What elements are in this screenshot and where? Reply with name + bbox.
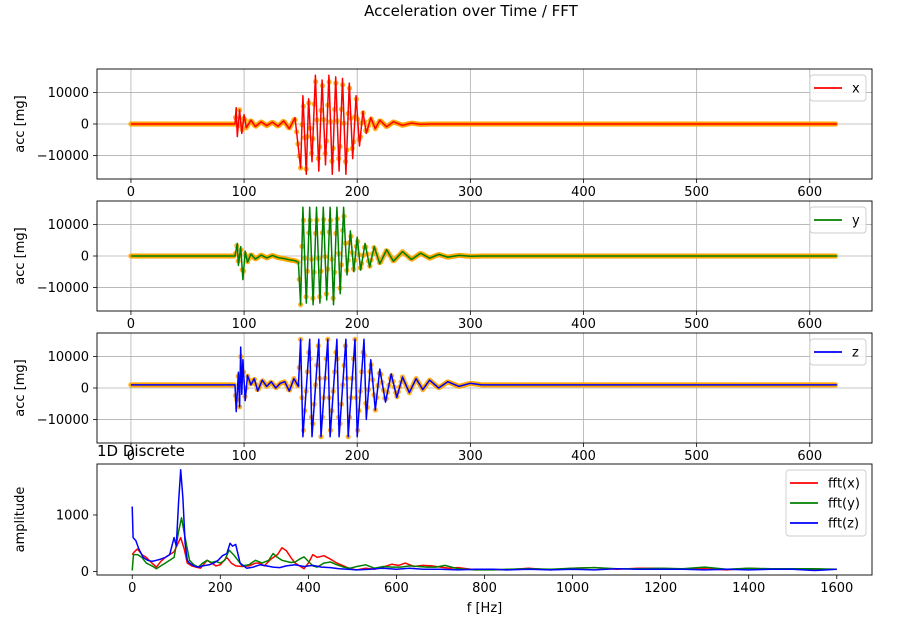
x-tick-label: 600 [797,317,822,332]
legend-label: fft(z) [828,517,859,532]
x-tick-label: 400 [571,317,596,332]
x-tick-label: 100 [232,449,257,464]
y-tick-label: −10000 [37,413,89,428]
y-tick-label: −10000 [37,281,89,296]
x-axis-label: f [Hz] [467,601,502,616]
x-tick-label: 500 [684,317,709,332]
x-tick-label: 400 [571,449,596,464]
x-tick-label: 100 [232,185,257,200]
y-tick-label: 0 [81,250,89,265]
y-tick-label: 10000 [48,218,89,233]
y-axis-label: amplitude [13,487,28,553]
y-tick-label: 0 [81,382,89,397]
legend: fft(x) fft(y) fft(z) [785,469,867,537]
x-tick-label: 1400 [732,581,765,596]
x-tick-label: 200 [345,185,370,200]
y-tick-label: 10000 [48,86,89,101]
y-tick-label: 1000 [56,508,89,523]
legend-box [785,469,867,537]
chart-y: 0 100 200 300 400 500 600 −10000 0 10000 acc [mg] y [13,200,873,332]
plot-area [128,74,839,176]
x-tick-label: 200 [208,581,233,596]
x-tick-label: 0 [127,185,135,200]
y-tick-label: −10000 [37,149,89,164]
series-line-z [130,338,837,438]
x-tick-label: 500 [684,185,709,200]
legend-label: x [852,82,860,97]
x-tick-label: 800 [472,581,497,596]
y-axis-label: acc [mg] [13,359,28,416]
x-tick-label: 1200 [644,581,677,596]
figure-title: Acceleration over Time / FFT [364,2,578,20]
x-tick-label: 300 [458,449,483,464]
legend: y [809,206,867,234]
x-tick-label: 1000 [556,581,589,596]
x-tick-label: 400 [571,185,596,200]
chart-z: 0 100 200 300 400 500 600 −10000 0 10000 acc [mg] z [13,332,873,464]
legend: z [809,338,867,366]
plot-area [128,206,839,308]
y-tick-label: 0 [81,118,89,133]
y-tick-label: 0 [81,565,89,580]
legend-label: z [852,346,859,361]
x-tick-label: 500 [684,449,709,464]
chart-fft: 0 200 400 600 800 1000 1200 1400 160001000amplit… [13,442,873,616]
x-tick-label: 0 [127,449,135,464]
x-tick-label: 600 [384,581,409,596]
x-tick-label: 0 [127,317,135,332]
x-tick-label: 600 [797,185,822,200]
series-line-x [130,74,837,176]
plot-area [131,468,837,572]
legend-label: y [852,214,860,229]
axes-frame [96,463,873,576]
chart-x: 0 100 200 300 400 500 600 −10000 0 10000 acc [mg] x [13,68,873,200]
legend-label: fft(y) [828,497,860,512]
chart-title: 1D Discrete [97,442,185,460]
x-tick-label: 300 [458,317,483,332]
y-tick-label: 10000 [48,350,89,365]
x-tick-label: 600 [797,449,822,464]
series-line-fftz [131,468,837,572]
x-tick-label: 200 [345,449,370,464]
y-axis-label: acc [mg] [13,95,28,152]
series-line-y [130,206,837,306]
x-tick-label: 1600 [820,581,853,596]
legend: x [809,74,867,102]
x-tick-label: 100 [232,317,257,332]
y-axis-label: acc [mg] [13,227,28,284]
plot-area [128,336,839,440]
x-tick-label: 200 [345,317,370,332]
legend-label: fft(x) [828,477,860,492]
x-tick-label: 400 [296,581,321,596]
series-line-ffty [131,517,837,571]
x-tick-label: 300 [458,185,483,200]
x-tick-label: 0 [128,581,136,596]
